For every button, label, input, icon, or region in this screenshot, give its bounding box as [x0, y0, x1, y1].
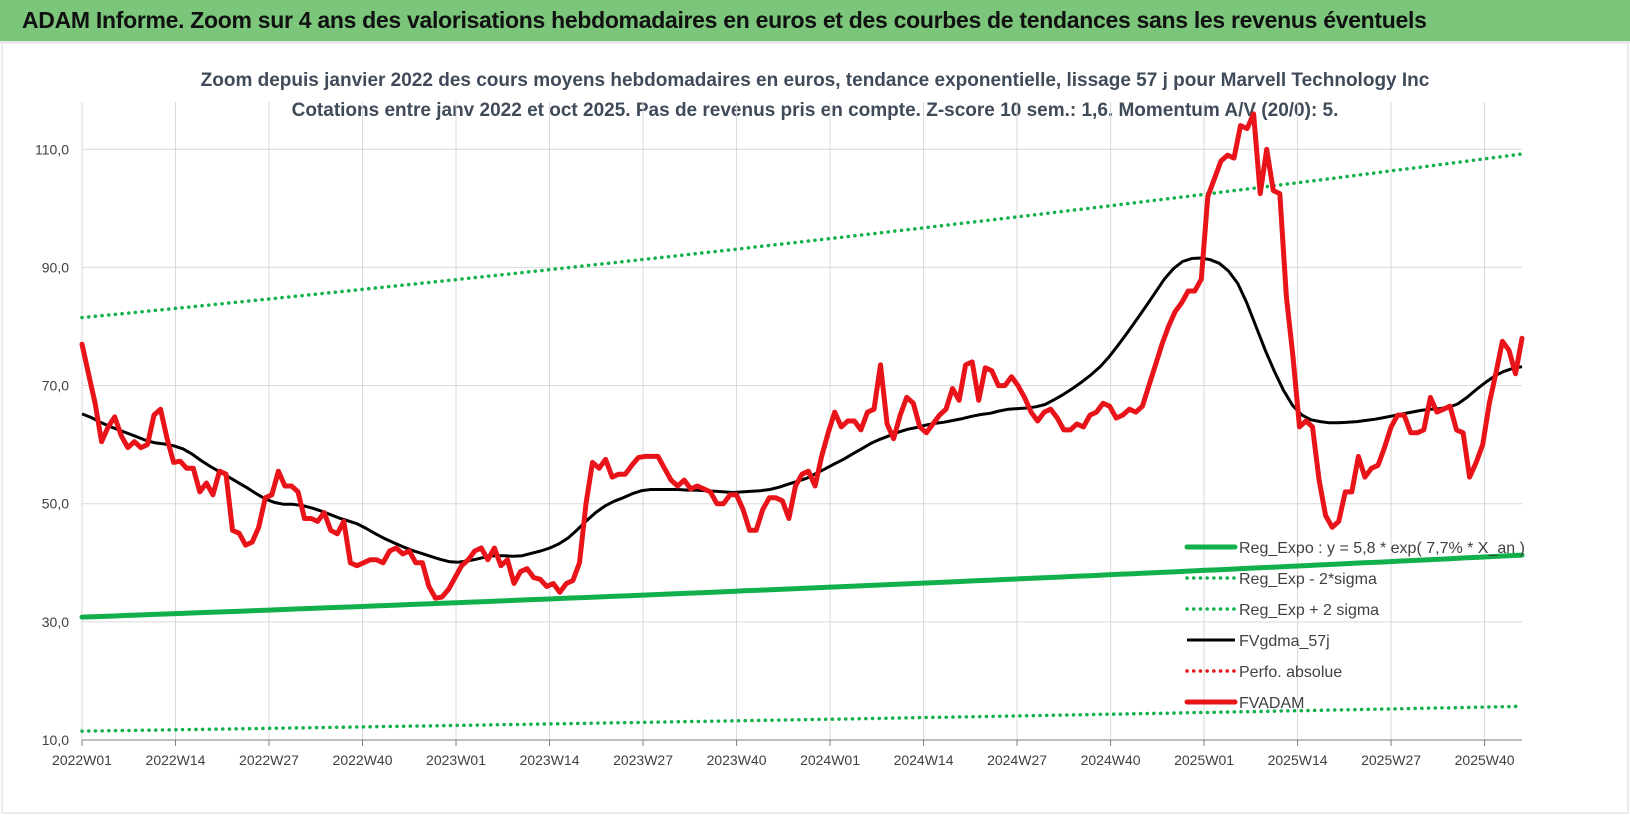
legend-label: Reg_Exp - 2*sigma [1239, 571, 1377, 588]
x-tick-label: 2024W27 [987, 752, 1047, 768]
report-title: ADAM Informe. Zoom sur 4 ans des valoris… [22, 7, 1427, 33]
x-tick-label: 2022W01 [52, 752, 112, 768]
legend-label: Reg_Exp + 2 sigma [1239, 602, 1379, 619]
x-tick-label: 2023W01 [426, 752, 486, 768]
x-tick-label: 2025W27 [1361, 752, 1421, 768]
y-tick-label: 90,0 [42, 259, 69, 275]
chart-gridlines [81, 102, 1522, 741]
series-line-reg-exp [80, 704, 1524, 733]
x-tick-label: 2023W14 [520, 752, 580, 768]
y-tick-label: 30,0 [42, 614, 69, 630]
y-tick-label: 70,0 [42, 378, 69, 394]
price-chart: Zoom depuis janvier 2022 des cours moyen… [1, 43, 1629, 814]
series-line-reg-exp [80, 152, 1524, 320]
x-tick-label: 2024W01 [800, 752, 860, 768]
y-tick-label: 10,0 [42, 732, 69, 748]
legend-label: FVADAM [1239, 695, 1304, 712]
y-tick-label: 50,0 [42, 496, 69, 512]
x-tick-label: 2025W01 [1174, 752, 1234, 768]
x-tick-label: 2024W40 [1081, 752, 1141, 768]
series-line-fvadam [79, 111, 1525, 601]
legend-label: Reg_Expo : y = 5,8 * exp( 7,7% * X_an ) [1239, 540, 1525, 557]
legend-label: Perfo. absolue [1239, 664, 1342, 681]
report-banner: ADAM Informe. Zoom sur 4 ans des valoris… [0, 0, 1630, 43]
y-axis: 10,0 30,0 50,0 70,0 90,0 110,0 [35, 141, 69, 748]
series-line-reg-expo [79, 552, 1525, 620]
y-tick-label: 110,0 [35, 141, 69, 157]
chart-legend: Reg_Expo : y = 5,8 * exp( 7,7% * X_an ) R… [1184, 540, 1525, 712]
chart-title-line2: Cotations entre janv 2022 et oct 2025. P… [292, 100, 1339, 121]
x-tick-label: 2025W40 [1455, 752, 1515, 768]
legend-label: FVgdma_57j [1239, 633, 1330, 650]
x-tick-label: 2024W14 [894, 752, 954, 768]
x-tick-label: 2022W40 [333, 752, 393, 768]
plot-area [79, 111, 1525, 733]
chart-title-line1: Zoom depuis janvier 2022 des cours moyen… [201, 70, 1430, 91]
x-tick-label: 2022W27 [239, 752, 299, 768]
x-tick-label: 2025W14 [1268, 752, 1328, 768]
x-tick-label: 2023W27 [613, 752, 673, 768]
x-tick-label: 2022W14 [146, 752, 206, 768]
x-tick-label: 2023W40 [707, 752, 767, 768]
x-axis: 2022W01 2022W14 2022W27 2022W40 2023W01 2023W… [52, 739, 1522, 768]
